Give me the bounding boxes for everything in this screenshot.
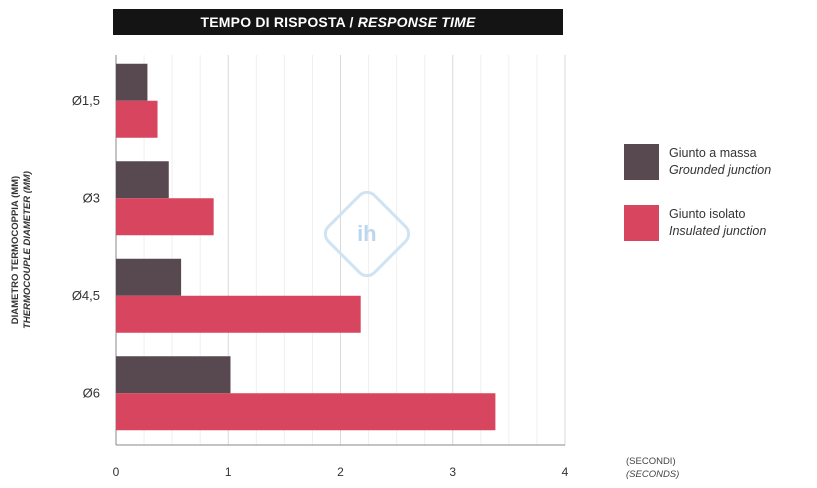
x-tick-label: 4 — [562, 465, 569, 479]
legend-item-grounded: Giunto a massa Grounded junction — [624, 144, 814, 180]
bar-insulated — [116, 100, 158, 138]
y-category-label: Ø4,5 — [72, 288, 100, 303]
x-axis-unit-line1: (SECONDI) — [626, 456, 676, 467]
legend-text-insulated: Giunto isolato Insulated junction — [669, 205, 766, 240]
watermark-text: ih — [357, 221, 377, 246]
legend-label-insulated-en: Insulated junction — [669, 224, 767, 238]
chart-title-main: TEMPO DI RISPOSTA / — [200, 14, 354, 30]
y-category-label: Ø1,5 — [72, 93, 100, 108]
bar-insulated — [116, 393, 496, 431]
bar-insulated — [116, 295, 361, 333]
bar-grounded — [116, 258, 182, 296]
bar-grounded — [116, 356, 231, 394]
legend-label-grounded-it: Giunto a massa — [669, 146, 757, 160]
chart-title: TEMPO DI RISPOSTA / RESPONSE TIME — [113, 9, 563, 35]
legend: Giunto a massa Grounded junction Giunto … — [624, 144, 814, 266]
x-tick-label: 2 — [337, 465, 344, 479]
bar-grounded — [116, 161, 169, 199]
bar-grounded — [116, 63, 148, 101]
y-category-label: Ø6 — [83, 385, 100, 400]
x-axis-unit-line2: (SECONDS) — [626, 469, 680, 480]
legend-label-insulated-it: Giunto isolato — [669, 207, 746, 221]
bar-insulated — [116, 198, 214, 236]
legend-item-insulated: Giunto isolato Insulated junction — [624, 205, 814, 241]
legend-text-grounded: Giunto a massa Grounded junction — [669, 144, 771, 179]
x-axis-unit-label: (SECONDI) (SECONDS) — [626, 455, 679, 481]
x-tick-label: 3 — [449, 465, 456, 479]
legend-swatch-insulated — [624, 205, 659, 241]
y-category-label: Ø3 — [83, 190, 100, 205]
legend-label-grounded-en: Grounded junction — [669, 163, 772, 177]
chart-title-italic: RESPONSE TIME — [357, 14, 476, 30]
x-tick-label: 0 — [113, 465, 120, 479]
legend-swatch-grounded — [624, 144, 659, 180]
x-tick-label: 1 — [225, 465, 232, 479]
